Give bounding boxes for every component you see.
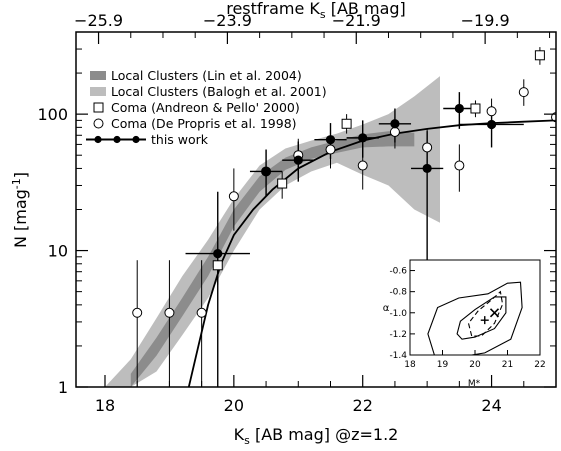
x-tick-label-1: 20 [224, 396, 244, 415]
legend-marker-square [93, 102, 104, 113]
y-axis-label: N [mag-1] [10, 172, 30, 248]
y-tick-label-0: 1 [58, 378, 68, 397]
y-tick-label-1: 10 [48, 242, 68, 261]
point-layer [132, 50, 556, 318]
inset-y-tick-label-1: -0.8 [389, 288, 407, 298]
inset-best-fit-cross [489, 308, 500, 318]
point-square-1 [277, 178, 288, 189]
point-circle-9 [422, 142, 433, 153]
inset-y-tick-label-3: -1.2 [389, 330, 407, 340]
x2-tick-label-3: −19.9 [461, 11, 510, 30]
point-filled-2 [293, 155, 303, 165]
inset-ylabel: α [383, 303, 390, 314]
legend-dot-c [132, 135, 140, 144]
point-filled-1 [261, 166, 271, 177]
point-circle-0 [132, 307, 143, 318]
band-layer [105, 76, 440, 387]
inset-ticks: 18 19 20 21 22 -0.6 -0.8 -1.0 -1.2 -1.4 [389, 267, 545, 370]
legend-label-3: Coma (De Propris et al. 1998) [111, 116, 297, 131]
legend-label-1: Local Clusters (Balogh et al. 2001) [111, 84, 327, 99]
inset-x-tick-label-4: 22 [534, 360, 545, 370]
inset-contour-dashed [467, 290, 504, 337]
inset-y-tick-label-2: -1.0 [389, 309, 407, 319]
point-circle-3 [228, 191, 239, 202]
legend-label-0: Local Clusters (Lin et al. 2004) [111, 68, 302, 83]
x-axis-label: Ks [AB mag] @z=1.2 [234, 425, 399, 447]
point-circle-8 [389, 126, 400, 137]
point-filled-0 [213, 249, 223, 259]
inset-contour-outer [427, 281, 523, 355]
legend-swatch-dark [90, 71, 106, 80]
x2-tick-label-0: −25.9 [74, 11, 123, 30]
point-circle-2 [196, 307, 207, 318]
inset-contour-inner [456, 296, 507, 340]
point-square-4 [534, 50, 545, 61]
point-square-3 [470, 103, 481, 114]
legend-dot-b [113, 135, 121, 144]
axis-ticks: 18 20 22 24 −25.9 −23.9 −21.9 −19.9 1 10 100 [37, 11, 557, 415]
point-circle-7 [357, 160, 368, 171]
band-0 [105, 76, 440, 387]
x2-axis-label: restframe Ks [AB mag] [226, 0, 406, 21]
point-filled-3 [325, 135, 336, 145]
point-filled-4 [358, 133, 368, 143]
x-tick-label-2: 22 [353, 396, 373, 415]
point-filled-7 [454, 103, 464, 114]
x2-tick-label-2: −21.9 [332, 11, 381, 30]
inset-x-tick-label-3: 21 [502, 360, 513, 370]
legend-label-4: this work [151, 132, 209, 147]
legend-dot-a [94, 135, 102, 144]
point-filled-5 [390, 119, 400, 129]
x-tick-label-0: 18 [95, 396, 115, 415]
point-circle-12 [518, 87, 529, 98]
point-circle-11 [486, 106, 497, 117]
inset-y-tick-label-4: -1.4 [389, 351, 407, 361]
legend: Local Clusters (Lin et al. 2004) Local C… [86, 68, 327, 147]
point-square-0 [212, 260, 223, 271]
point-circle-1 [164, 307, 175, 318]
inset-panel: 18 19 20 21 22 -0.6 -0.8 -1.0 -1.2 -1.4 M* α [383, 259, 546, 389]
point-circle-13 [551, 112, 556, 123]
x2-tick-label-1: −23.9 [203, 11, 252, 30]
inset-y-tick-label-0: -0.6 [389, 267, 407, 277]
inset-best-fit-plus [480, 316, 489, 325]
inset-background [409, 259, 541, 356]
legend-swatch-light [90, 87, 106, 96]
point-filled-6 [422, 163, 432, 174]
inset-contours [427, 281, 523, 355]
inset-x-tick-label-1: 19 [437, 360, 449, 370]
y-tick-label-2: 100 [37, 105, 68, 124]
legend-marker-circle [93, 118, 104, 129]
inset-xlabel: M* [468, 379, 481, 389]
point-circle-6 [325, 144, 336, 155]
inset-x-tick-label-0: 18 [404, 360, 416, 370]
x-tick-label-3: 24 [481, 396, 501, 415]
point-filled-8 [486, 119, 497, 130]
legend-label-2: Coma (Andreon & Pello' 2000) [111, 100, 300, 115]
point-circle-10 [454, 160, 465, 171]
point-square-2 [341, 118, 352, 129]
inset-x-tick-label-2: 20 [469, 360, 481, 370]
